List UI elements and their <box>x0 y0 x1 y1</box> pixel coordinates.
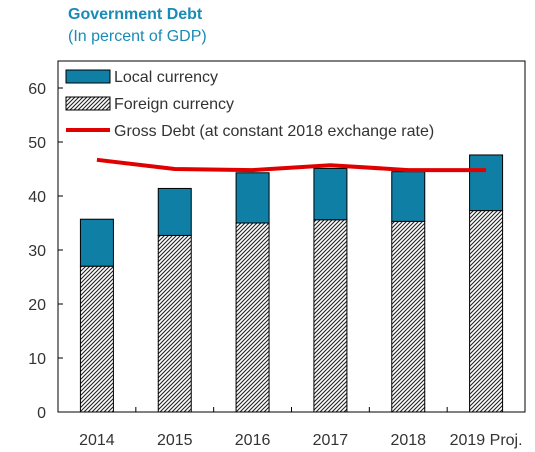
x-tick-label: 2017 <box>313 432 349 449</box>
legend-swatch-local-currency <box>65 69 111 84</box>
bar-foreign-currency <box>391 220 426 413</box>
x-tick-label: 2014 <box>79 432 115 449</box>
x-tick-label: 2015 <box>157 432 193 449</box>
x-tick-label: 2019 Proj. <box>450 432 523 449</box>
lines <box>96 157 487 173</box>
plot-frame <box>57 60 526 413</box>
y-tick-label: 60 <box>28 81 46 98</box>
bar-foreign-currency <box>313 219 348 413</box>
bar-foreign-currency <box>469 210 504 413</box>
y-tick-label: 10 <box>28 351 46 368</box>
y-tick-label: 0 <box>37 405 46 422</box>
x-tick-label: 2016 <box>235 432 271 449</box>
bar-local-currency <box>469 154 504 212</box>
bar-local-currency <box>79 218 114 267</box>
legend-label-foreign-currency: Foreign currency <box>114 96 234 113</box>
bars <box>79 154 504 413</box>
axes: 0 10 20 30 40 50 60 2014 2015 2016 2017 2018 2019 Pr… <box>28 60 526 449</box>
y-tick-label: 20 <box>28 297 46 314</box>
bar-foreign-currency <box>157 234 192 413</box>
bar-local-currency <box>157 187 192 236</box>
y-tick-label: 50 <box>28 135 46 152</box>
line-gross-debt <box>96 157 487 173</box>
legend-label-local-currency: Local currency <box>114 69 218 86</box>
bar-local-currency <box>391 171 426 222</box>
chart-subtitle: (In percent of GDP) <box>68 28 207 45</box>
y-tick-label: 30 <box>28 243 46 260</box>
bar-local-currency <box>235 172 270 224</box>
x-tick-label: 2018 <box>390 432 426 449</box>
y-tick-label: 40 <box>28 189 46 206</box>
bar-foreign-currency <box>79 265 114 413</box>
bar-local-currency <box>313 167 348 221</box>
chart-title: Government Debt <box>68 6 203 23</box>
legend: Local currency Foreign currency Gross Debt… <box>65 69 434 140</box>
legend-label-gross-debt: Gross Debt (at constant 2018 exchange ra… <box>114 123 434 140</box>
bar-foreign-currency <box>235 222 270 413</box>
legend-swatch-foreign-currency <box>65 96 111 111</box>
